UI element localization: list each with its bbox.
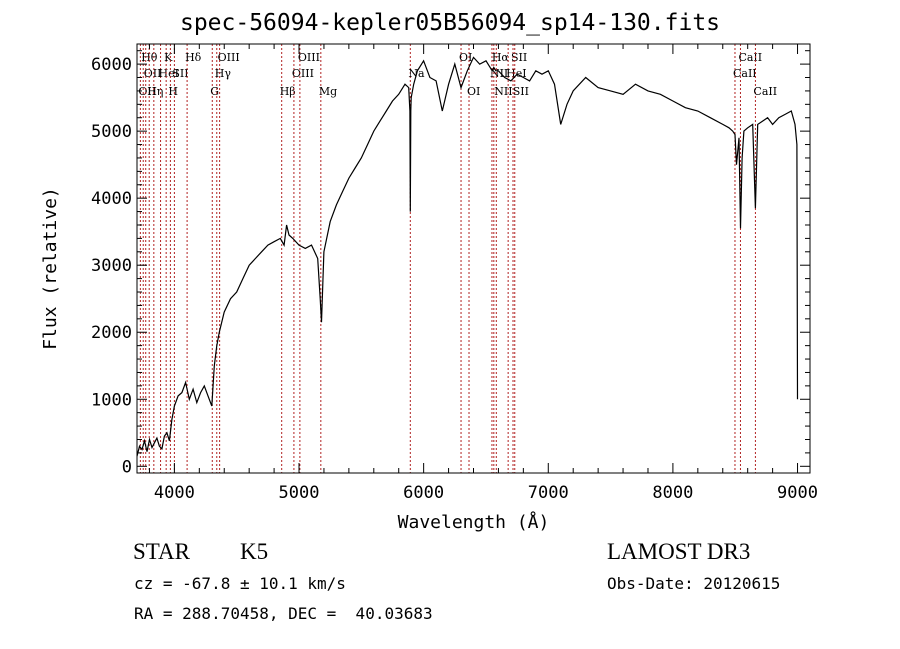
- line-marker-label: OII: [144, 67, 162, 80]
- line-marker-label: Hδ: [185, 51, 202, 64]
- line-marker-label: OI: [467, 85, 480, 98]
- x-tick-label: 4000: [154, 483, 195, 503]
- y-tick-label: 4000: [91, 189, 132, 209]
- survey-name: LAMOST DR3: [607, 539, 751, 564]
- line-marker-label: OI: [459, 51, 472, 64]
- y-tick-label: 6000: [91, 55, 132, 75]
- y-tick-label: 0: [122, 457, 132, 477]
- line-marker-label: Hβ: [280, 85, 296, 98]
- emission-line-markers: OIIHθOIIHηHeIKHSIIHδGHγOIIIHβOIIIOIIIMgN…: [138, 44, 777, 473]
- line-marker-label: Hα: [492, 51, 510, 64]
- line-marker-label: G: [210, 85, 219, 98]
- y-tick-label: 2000: [91, 323, 132, 343]
- line-marker-label: SII: [513, 85, 529, 98]
- line-marker-label: OIII: [292, 67, 314, 80]
- line-marker-label: H: [168, 85, 178, 98]
- redshift-value: cz = -67.8 ± 10.1 km/s: [134, 574, 346, 593]
- x-tick-label: 5000: [279, 483, 320, 503]
- coordinates: RA = 288.70458, DEC = 40.03683: [134, 604, 433, 623]
- line-marker-label: SII: [172, 67, 188, 80]
- x-tick-label: 8000: [652, 483, 693, 503]
- object-subclass: K5: [240, 539, 269, 564]
- y-tick-label: 1000: [91, 390, 132, 410]
- line-marker-label: SII: [511, 51, 527, 64]
- line-marker-label: CaII: [733, 67, 757, 80]
- y-tick-label: 3000: [91, 256, 132, 276]
- x-tick-label: 6000: [403, 483, 444, 503]
- x-tick-label: 7000: [528, 483, 569, 503]
- axes: 4000 5000 6000 7000 8000 9000 0 1000 2000 3000 400…: [91, 44, 818, 503]
- line-marker-label: Hη: [147, 85, 163, 98]
- line-marker-label: CaII: [753, 85, 777, 98]
- plot-frame: [136, 43, 811, 474]
- line-marker-label: Mg: [319, 85, 337, 98]
- observation-date: Obs-Date: 20120615: [607, 574, 781, 593]
- y-axis-label: Flux (relative): [40, 187, 61, 350]
- x-axis-label: Wavelength (Å): [398, 511, 550, 533]
- line-marker-label: OIII: [218, 51, 240, 64]
- x-tick-label: 9000: [777, 483, 818, 503]
- object-class: STAR: [133, 539, 190, 564]
- line-marker-label: CaII: [738, 51, 762, 64]
- line-marker-label: K: [164, 51, 173, 64]
- line-marker-label: NII: [494, 85, 512, 98]
- spectrum-series-line: [136, 56, 799, 457]
- line-marker-label: OIII: [298, 51, 320, 64]
- y-tick-label: 5000: [91, 122, 132, 142]
- line-marker-label: Hγ: [215, 67, 232, 80]
- chart-title: spec-56094-kepler05B56094_sp14-130.fits: [179, 10, 721, 36]
